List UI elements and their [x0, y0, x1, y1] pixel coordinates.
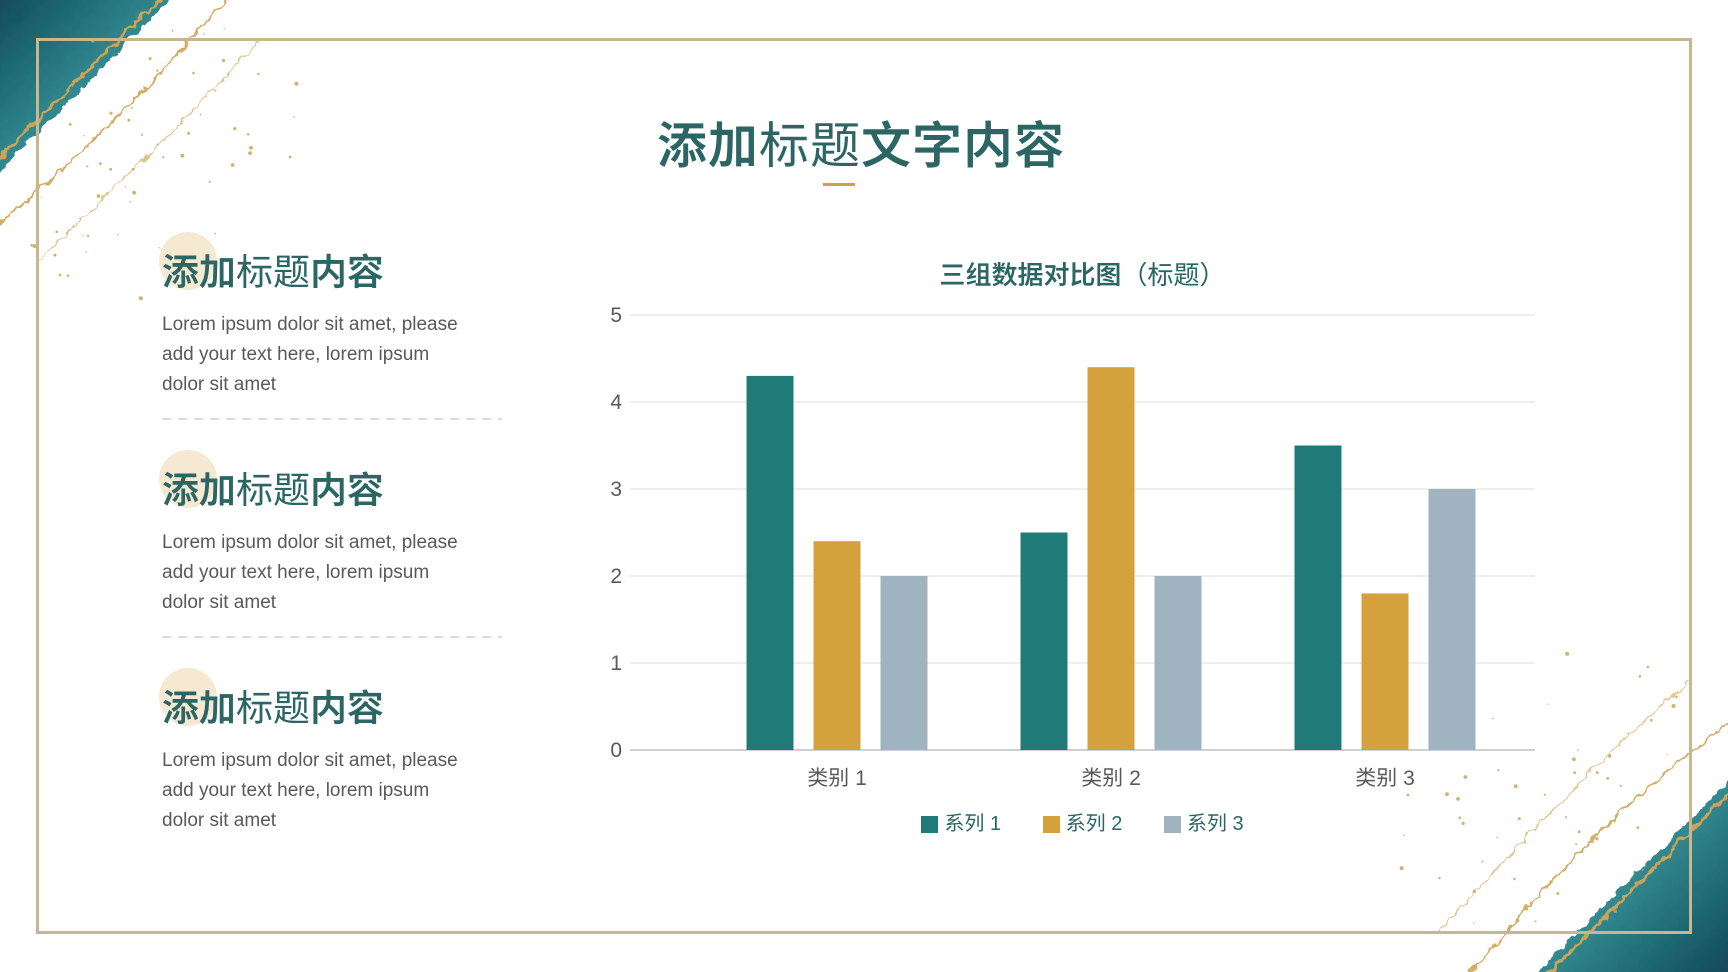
svg-text:类别 3: 类别 3 [1355, 767, 1415, 790]
svg-text:1: 1 [610, 652, 622, 675]
svg-text:类别 2: 类别 2 [1081, 767, 1141, 790]
svg-text:类别 1: 类别 1 [807, 767, 867, 790]
svg-text:5: 5 [610, 304, 622, 327]
svg-text:3: 3 [610, 478, 622, 501]
svg-text:4: 4 [610, 391, 622, 414]
svg-text:0: 0 [610, 739, 622, 762]
svg-text:2: 2 [610, 565, 622, 588]
